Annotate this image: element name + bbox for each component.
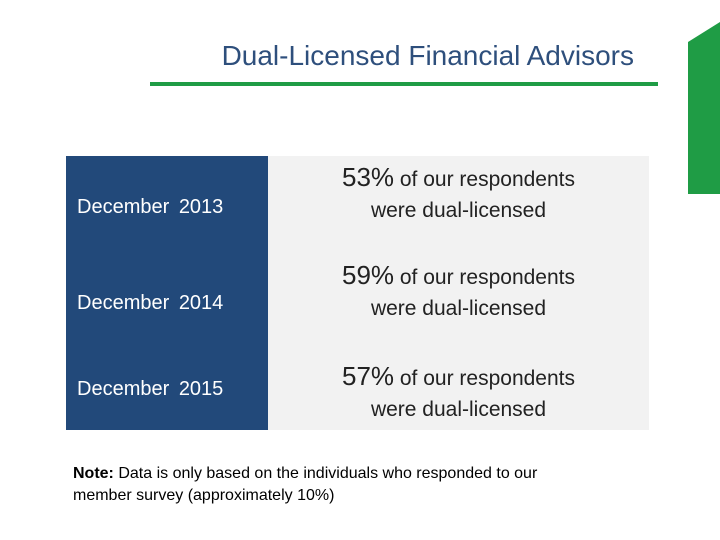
slide-title: Dual-Licensed Financial Advisors [221,40,634,71]
dual-license-table: December 2013 December 2014 December 201… [66,156,649,430]
stat-2013: 53% of our respondents were dual-license… [268,162,649,226]
stat-line2: were dual-licensed [370,199,547,222]
green-corner-accent [688,22,720,194]
footnote: Note: Data is only based on the individu… [73,463,593,507]
stat-line1: of our respondents [399,168,575,191]
stat-2015: 57% of our respondents were dual-license… [268,361,649,425]
year-label-2014: December 2014 [77,292,224,314]
note-label: Note: [73,465,114,482]
stat-2014: 59% of our respondents were dual-license… [268,260,649,324]
percent-value: 53% [341,162,395,192]
percent-value: 59% [341,260,395,290]
stat-line1: of our respondents [399,266,575,289]
stat-line2: were dual-licensed [370,297,547,320]
year-label-2013: December 2013 [77,196,224,218]
stat-line2: were dual-licensed [370,398,547,421]
note-text: Data is only based on the individuals wh… [73,465,538,504]
year-column: December 2013 December 2014 December 201… [66,156,268,430]
percent-value: 57% [341,361,395,391]
stat-line1: of our respondents [399,367,575,390]
title-underline [150,82,658,86]
year-label-2015: December 2015 [77,378,224,400]
